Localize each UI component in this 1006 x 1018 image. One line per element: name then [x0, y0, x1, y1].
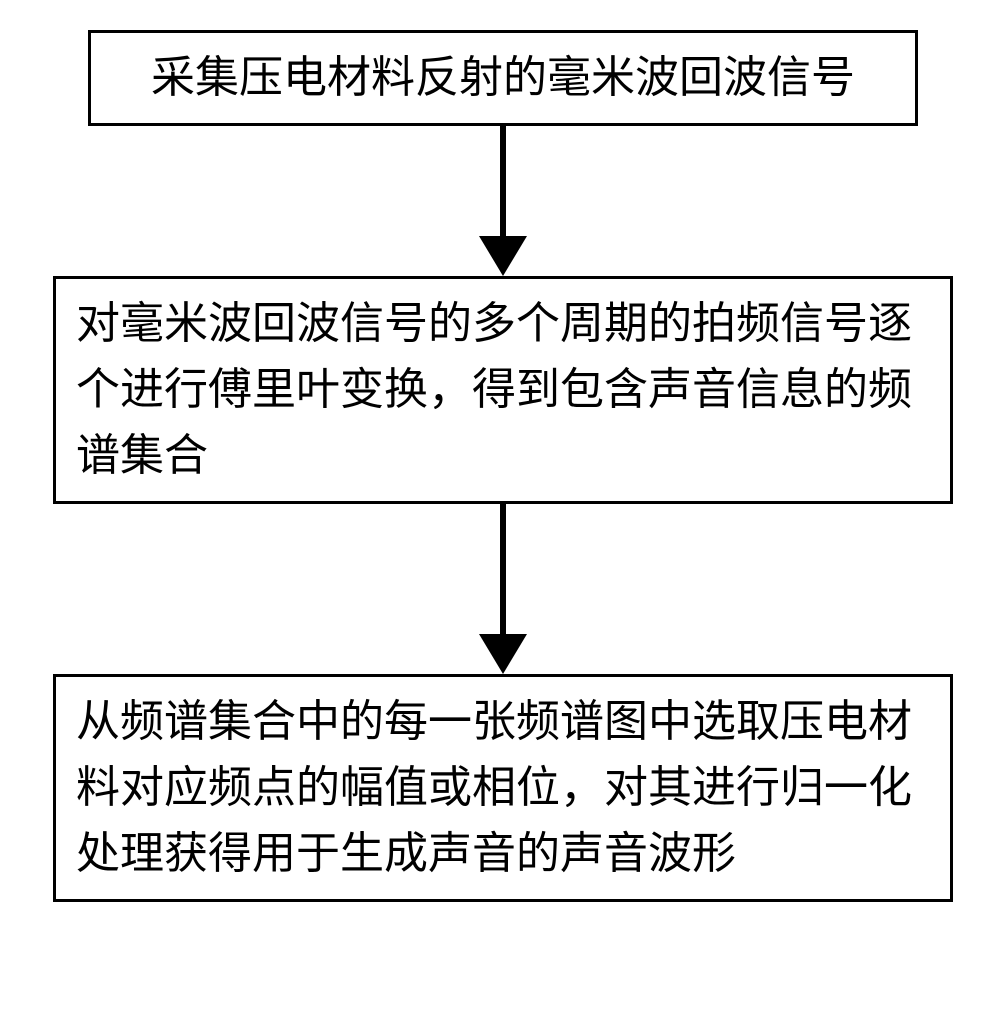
flowchart-node-step3: 从频谱集合中的每一张频谱图中选取压电材料对应频点的幅值或相位，对其进行归一化处理…: [53, 674, 953, 902]
arrow-line-icon: [500, 504, 506, 634]
arrow-head-icon: [479, 634, 527, 674]
flowchart-edge-1: [479, 126, 527, 276]
flowchart-node-step1: 采集压电材料反射的毫米波回波信号: [88, 30, 918, 126]
node-text: 采集压电材料反射的毫米波回波信号: [151, 53, 855, 102]
arrow-head-icon: [479, 236, 527, 276]
flowchart-edge-2: [479, 504, 527, 674]
node-text: 对毫米波回波信号的多个周期的拍频信号逐个进行傅里叶变换，得到包含声音信息的频谱集…: [76, 299, 912, 480]
node-text: 从频谱集合中的每一张频谱图中选取压电材料对应频点的幅值或相位，对其进行归一化处理…: [76, 697, 912, 878]
flowchart-node-step2: 对毫米波回波信号的多个周期的拍频信号逐个进行傅里叶变换，得到包含声音信息的频谱集…: [53, 276, 953, 504]
arrow-line-icon: [500, 126, 506, 236]
flowchart-container: 采集压电材料反射的毫米波回波信号 对毫米波回波信号的多个周期的拍频信号逐个进行傅…: [53, 30, 953, 902]
